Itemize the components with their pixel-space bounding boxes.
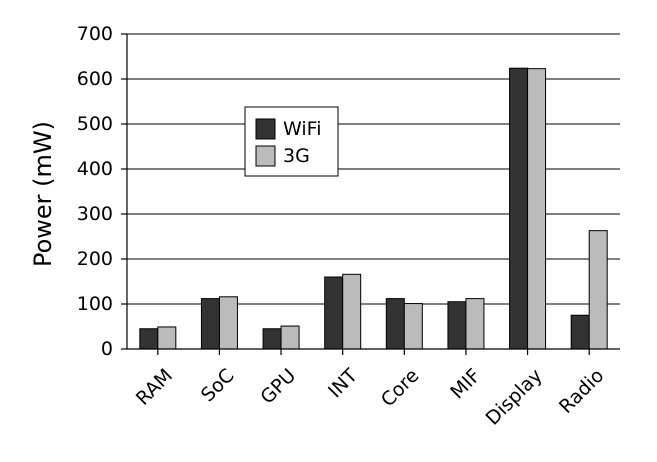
bar-wifi-display	[509, 67, 529, 350]
x-tick-label: RAM	[132, 365, 177, 410]
bar-3g-gpu	[280, 325, 300, 350]
bar-3g-display	[527, 68, 547, 350]
y-tick-label: 0	[101, 338, 113, 360]
y-tick-label: 500	[77, 113, 113, 135]
bar-wifi-gpu	[262, 328, 282, 350]
x-tick-label: INT	[324, 364, 362, 402]
bar-wifi-soc	[200, 298, 220, 350]
x-tick-label: Core	[377, 365, 424, 412]
axes	[121, 33, 620, 355]
bar-wifi-radio	[570, 314, 590, 350]
legend-label-3g: 3G	[283, 145, 310, 167]
x-tick-label: MIF	[446, 365, 485, 404]
y-axis-title: Power (mW)	[29, 121, 57, 267]
bar-3g-int	[342, 273, 362, 350]
bar-3g-ram	[157, 326, 177, 350]
legend-swatch-wifi	[255, 118, 276, 140]
bar-wifi-core	[385, 298, 405, 350]
bar-wifi-int	[324, 276, 344, 350]
y-tick-label: 700	[77, 23, 113, 45]
x-tick-label: SoC	[197, 365, 239, 407]
y-tick-label: 200	[77, 248, 113, 270]
bar-3g-radio	[588, 230, 608, 350]
y-tick-label: 600	[77, 68, 113, 90]
legend-label-wifi: WiFi	[283, 118, 321, 140]
bar-3g-core	[403, 303, 423, 350]
bar-3g-mif	[465, 298, 485, 350]
y-tick-label: 400	[77, 158, 113, 180]
y-tick-label: 100	[77, 293, 113, 315]
legend: WiFi 3G	[244, 106, 339, 177]
bar-wifi-mif	[447, 301, 467, 350]
bars	[139, 67, 608, 350]
x-tick-label: GPU	[256, 365, 300, 409]
x-tick-label: Display	[482, 365, 547, 430]
bar-3g-soc	[218, 296, 238, 350]
x-tick-label: Radio	[555, 365, 608, 418]
legend-swatch-3g	[255, 145, 276, 167]
gridlines	[127, 33, 620, 305]
bar-wifi-ram	[139, 328, 159, 350]
y-tick-label: 300	[77, 203, 113, 225]
